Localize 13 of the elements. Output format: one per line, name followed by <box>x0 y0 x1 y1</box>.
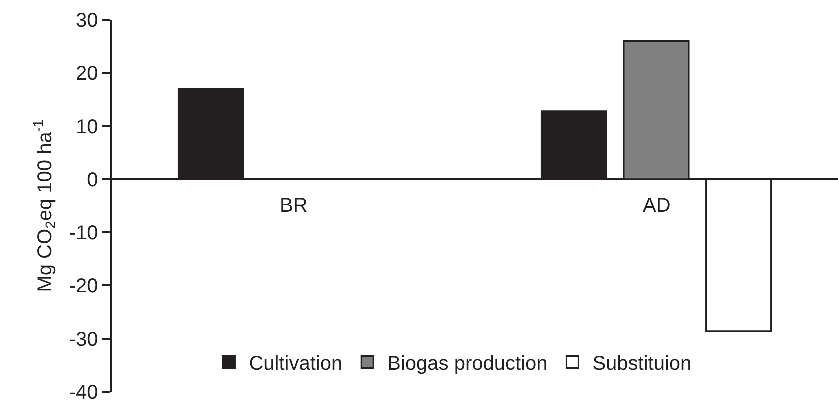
legend-label: Biogas production <box>388 353 548 376</box>
y-tick-label: 10 <box>76 116 98 138</box>
y-tick-label: -10 <box>69 222 98 245</box>
y-tick-label: -40 <box>69 382 98 404</box>
legend-label: Substituion <box>592 353 692 376</box>
y-tick-label: 30 <box>76 10 98 32</box>
legend-label: Cultivation <box>249 353 343 376</box>
y-tick-label: 0 <box>87 169 98 192</box>
y-tick-label: 20 <box>76 63 98 86</box>
x-tick-label: AD <box>643 195 671 217</box>
y-tick-label: -20 <box>69 276 98 298</box>
y-tick-label: -30 <box>69 328 98 351</box>
x-tick-label: BR <box>280 195 308 217</box>
